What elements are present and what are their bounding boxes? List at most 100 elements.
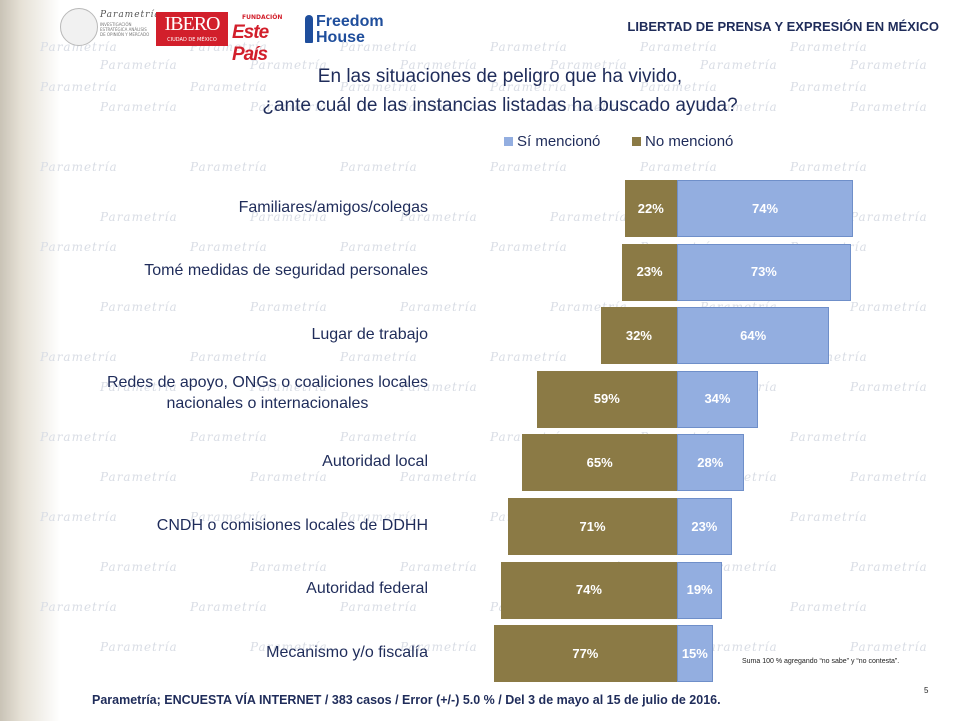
parametria-seal-icon	[60, 8, 98, 46]
bar-no-mencionó-4	[522, 434, 677, 492]
bar-si-mencionó-7	[677, 625, 713, 683]
legend-label-si: Sí mencionó	[517, 133, 601, 150]
background-decoration	[0, 0, 60, 721]
watermark-text: Parametría	[790, 80, 868, 94]
legend-label-no: No mencionó	[645, 133, 734, 150]
watermark-text: Parametría	[550, 210, 628, 224]
value-label-no-2: 32%	[625, 327, 652, 343]
value-label-no-3: 59%	[593, 391, 620, 407]
watermark-text: Parametría	[40, 240, 118, 254]
watermark-text: Parametría	[850, 58, 928, 72]
watermark-text: Parametría	[850, 300, 928, 314]
category-label-1: Tomé medidas de seguridad personales	[144, 262, 428, 280]
watermark-text: Parametría	[100, 560, 178, 574]
watermark-text: Parametría	[340, 600, 418, 614]
value-label-no-5: 71%	[579, 518, 606, 534]
value-label-no-6: 74%	[575, 582, 602, 598]
watermark-text: Parametría	[40, 600, 118, 614]
watermark-text: Parametría	[340, 80, 418, 94]
header-title: LIBERTAD DE PRENSA Y EXPRESIÓN EN MÉXICO	[627, 19, 939, 34]
category-label-0: Familiares/amigos/colegas	[238, 198, 428, 216]
bar-si-mencionó-0	[677, 180, 854, 237]
watermark-text: Parametría	[40, 350, 118, 364]
watermark-text: Parametría	[340, 350, 418, 364]
page-number: 5	[924, 686, 929, 695]
bar-no-mencionó-0	[624, 180, 677, 237]
watermark-text: Parametría	[640, 40, 718, 54]
watermark-text: Parametría	[490, 80, 568, 94]
watermark-text: Parametría	[790, 600, 868, 614]
watermark-text: Parametría	[400, 100, 478, 114]
question-line-1: En las situaciones de peligro que ha viv…	[317, 66, 683, 87]
watermark-text: Parametría	[550, 58, 628, 72]
watermark-text: Parametría	[400, 470, 478, 484]
bar-si-mencionó-6	[677, 561, 723, 619]
value-label-no-1: 23%	[636, 264, 663, 280]
category-label-6: Autoridad federal	[306, 580, 428, 598]
watermark-text: Parametría	[790, 510, 868, 524]
watermark-text: Parametría	[100, 470, 178, 484]
parametria-logo-name: Parametría	[100, 10, 161, 20]
watermark-text: Parametría	[850, 380, 928, 394]
watermark-text: Parametría	[340, 240, 418, 254]
ibero-logo: IBERO CIUDAD DE MÉXICO	[156, 12, 228, 46]
watermark-text: Parametría	[490, 160, 568, 174]
watermark-text: Parametría	[250, 100, 328, 114]
legend-swatch-si	[504, 137, 513, 146]
bar-no-mencionó-7	[493, 625, 677, 683]
watermark-text: Parametría	[340, 160, 418, 174]
category-label-5: CNDH o comisiones locales de DDHH	[156, 516, 428, 534]
watermark-text: Parametría	[100, 210, 178, 224]
watermark-text: Parametría	[40, 510, 118, 524]
freedom-house-logo-line1: Freedom	[316, 13, 384, 30]
estepais-logo-text: Este País	[232, 22, 269, 65]
footer-source: Parametría; ENCUESTA VÍA INTERNET / 383 …	[92, 693, 721, 707]
watermark-text: Parametría	[190, 600, 268, 614]
value-label-si-0: 74%	[752, 200, 779, 216]
watermark-text: Parametría	[340, 430, 418, 444]
watermark-text: Parametría	[700, 640, 778, 654]
watermark-text: Parametría	[700, 100, 778, 114]
freedom-house-logo: Freedom House	[304, 12, 384, 48]
bar-si-mencionó-4	[677, 434, 744, 492]
watermark-text: Parametría	[190, 160, 268, 174]
parametria-logo: Parametría INVESTIGACIÓN ESTRATÉGICA ANÁ…	[60, 6, 160, 50]
watermark-text: Parametría	[340, 510, 418, 524]
watermark-text: Parametría	[190, 510, 268, 524]
watermark-text: Parametría	[40, 160, 118, 174]
watermark-text: Parametría	[190, 240, 268, 254]
watermark-text: Parametría	[340, 40, 418, 54]
estepais-logo-fundacion: FUNDACIÓN	[242, 14, 283, 21]
watermark-text: Parametría	[250, 380, 328, 394]
watermark-text: Parametría	[100, 380, 178, 394]
watermark-text: Parametría	[790, 430, 868, 444]
watermark-text: Parametría	[40, 430, 118, 444]
bar-si-mencionó-3	[677, 370, 758, 428]
watermark-text: Parametría	[400, 300, 478, 314]
bar-no-mencionó-3	[536, 370, 677, 428]
category-label-4: Autoridad local	[322, 452, 428, 470]
watermark-text: Parametría	[100, 100, 178, 114]
watermark-text: Parametría	[490, 40, 568, 54]
bar-no-mencionó-5	[508, 498, 677, 555]
bar-si-mencionó-5	[677, 498, 732, 555]
legend-swatch-no	[632, 137, 641, 146]
category-label-3: Redes de apoyo, ONGs o coaliciones local…	[106, 373, 428, 412]
watermark-text: Parametría	[790, 40, 868, 54]
value-label-si-1: 73%	[750, 264, 777, 280]
watermark-text: Parametría	[640, 160, 718, 174]
watermark-text: Parametría	[250, 560, 328, 574]
value-label-si-7: 15%	[681, 645, 708, 661]
watermark-text: Parametría	[190, 80, 268, 94]
value-label-si-4: 28%	[697, 454, 724, 470]
watermark-text: Parametría	[850, 210, 928, 224]
watermark-text: Parametría	[400, 380, 478, 394]
watermark-text: Parametría	[550, 100, 628, 114]
category-label-2: Lugar de trabajo	[311, 325, 428, 343]
watermark-text: Parametría	[100, 58, 178, 72]
watermark-text: Parametría	[850, 100, 928, 114]
value-label-si-5: 23%	[691, 518, 718, 534]
watermark-text: Parametría	[700, 58, 778, 72]
watermark-text: Parametría	[250, 640, 328, 654]
